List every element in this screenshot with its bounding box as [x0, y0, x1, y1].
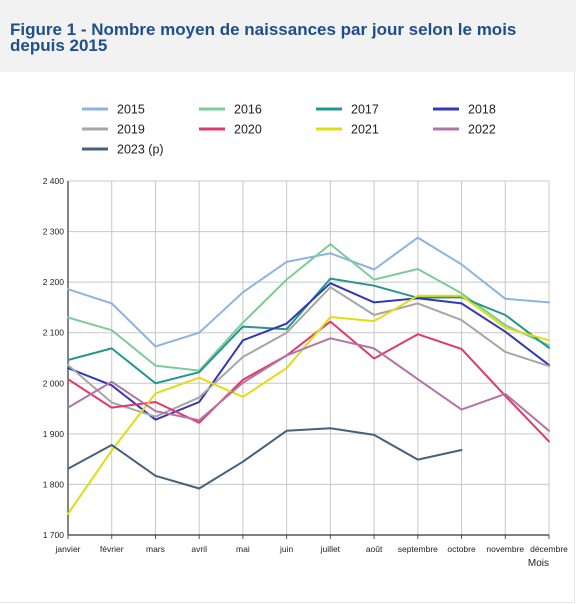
legend-label: 2020 [234, 123, 262, 137]
y-tick-label: 2 300 [43, 227, 65, 237]
legend-label: 2021 [351, 123, 379, 137]
series-line-2016 [67, 243, 550, 372]
grid-lines [67, 180, 550, 536]
x-tick-label: janvier [54, 544, 80, 554]
x-tick-label: août [366, 544, 383, 554]
x-tick-label: novembre [486, 544, 524, 554]
series-line-2015 [67, 236, 550, 348]
figure-title: Figure 1 - Nombre moyen de naissances pa… [10, 20, 517, 55]
y-tick-label: 2 100 [43, 328, 65, 338]
legend-label: 2022 [468, 123, 496, 137]
x-tick-label: juin [279, 544, 294, 554]
axes [67, 181, 550, 539]
x-tick-label: mars [146, 544, 165, 554]
legend: 2015 2016 2017 2018 2019 2020 2021 2022 2023 (p) [82, 103, 496, 157]
y-tick-label: 1 800 [43, 479, 65, 489]
x-tick-label: juillet [320, 544, 341, 554]
y-tick-label: 2 200 [43, 277, 65, 287]
series-line-2021 [67, 294, 550, 515]
series-line-2023-p [67, 427, 463, 490]
legend-label: 2023 (p) [117, 143, 164, 157]
y-tick-label: 2 400 [43, 176, 65, 186]
legend-item: 2021 [316, 123, 379, 137]
tick-labels: 1 700 1 800 1 900 2 000 2 100 2 200 2 300 2 400… [43, 176, 568, 569]
x-tick-label: décembre [530, 544, 568, 554]
y-tick-label: 1 700 [43, 530, 65, 540]
x-tick-label: février [100, 544, 124, 554]
y-tick-label: 1 900 [43, 429, 65, 439]
legend-label: 2017 [351, 103, 379, 117]
series-line-2019 [67, 286, 550, 418]
y-tick-label: 2 000 [43, 378, 65, 388]
x-tick-label: octobre [447, 544, 476, 554]
legend-label: 2018 [468, 103, 496, 117]
x-tick-label: avril [191, 544, 207, 554]
x-axis-title: Mois [528, 558, 549, 569]
legend-item: 2022 [433, 123, 496, 137]
series-line-2020 [67, 320, 550, 443]
series-lines [67, 236, 550, 515]
chart-panel [0, 72, 575, 603]
legend-label: 2019 [117, 123, 145, 137]
series-line-2022 [67, 337, 550, 432]
x-tick-label: mai [236, 544, 250, 554]
legend-label: 2016 [234, 103, 262, 117]
legend-item: 2023 (p) [82, 143, 164, 157]
legend-item: 2017 [316, 103, 379, 117]
legend-label: 2015 [117, 103, 145, 117]
legend-item: 2020 [199, 123, 262, 137]
legend-item: 2015 [82, 103, 145, 117]
legend-item: 2018 [433, 103, 496, 117]
x-tick-label: septembre [398, 544, 438, 554]
figure-header: Figure 1 - Nombre moyen de naissances pa… [0, 0, 576, 72]
legend-item: 2019 [82, 123, 145, 137]
legend-item: 2016 [199, 103, 262, 117]
